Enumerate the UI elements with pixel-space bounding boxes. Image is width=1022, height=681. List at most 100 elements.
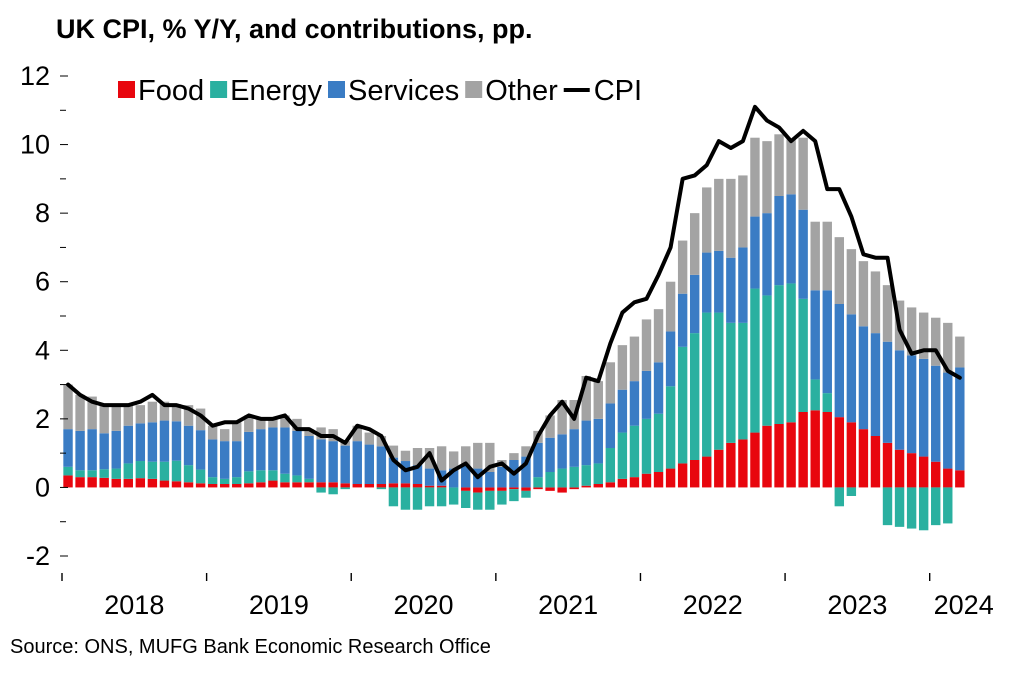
bar-other-2018-06 — [123, 405, 133, 426]
bar-energy-2018-01 — [63, 466, 73, 476]
bar-other-2023-02 — [798, 137, 808, 210]
bar-energy-2021-12 — [629, 425, 640, 478]
bar-food-2021-09 — [593, 484, 603, 488]
bar-other-2018-03 — [87, 396, 97, 430]
bar-food-2021-05 — [545, 487, 555, 491]
bar-other-2018-01 — [63, 384, 73, 430]
bar-energy-2019-01 — [207, 477, 218, 484]
bar-services-2019-06 — [268, 427, 278, 471]
bar-food-2022-03 — [665, 468, 676, 488]
bar-other-2022-09 — [738, 175, 748, 248]
bar-food-2022-11 — [762, 425, 772, 488]
bar-energy-2022-08 — [726, 322, 736, 443]
bar-energy-2020-11 — [473, 492, 483, 510]
bar-services-2022-05 — [689, 274, 700, 334]
bar-food-2020-02 — [364, 484, 375, 488]
bar-services-2021-11 — [617, 389, 628, 433]
bar-food-2024-03 — [955, 470, 965, 488]
bar-other-2024-01 — [931, 317, 941, 366]
bar-food-2018-05 — [111, 478, 121, 488]
bar-food-2018-11 — [183, 482, 194, 488]
bar-services-2019-01 — [207, 439, 218, 478]
bar-services-2021-09 — [593, 418, 603, 464]
bar-other-2022-05 — [689, 213, 700, 275]
bar-energy-2019-04 — [244, 471, 254, 484]
bar-services-2021-07 — [569, 429, 579, 467]
bar-services-2018-08 — [147, 422, 158, 462]
bar-services-2018-10 — [171, 421, 182, 461]
bar-other-2020-07 — [424, 448, 435, 469]
bar-energy-2022-11 — [762, 295, 772, 426]
bar-food-2019-11 — [328, 482, 338, 488]
y-tick-label: 10 — [20, 130, 50, 160]
bar-energy-2022-03 — [665, 386, 676, 469]
bar-energy-2021-09 — [593, 463, 603, 484]
bar-other-2019-07 — [280, 415, 290, 428]
bar-services-2023-08 — [870, 333, 881, 436]
bar-other-2022-06 — [702, 187, 712, 253]
bar-energy-2022-01 — [641, 418, 652, 474]
bar-food-2022-06 — [702, 456, 712, 488]
bar-food-2021-10 — [605, 482, 616, 488]
bar-services-2020-06 — [412, 465, 423, 484]
bar-other-2022-01 — [641, 319, 652, 371]
bar-services-2022-09 — [738, 247, 748, 323]
bar-other-2021-10 — [605, 362, 616, 404]
bar-services-2021-01 — [497, 466, 507, 488]
bar-services-2019-05 — [256, 429, 266, 471]
bar-food-2021-03 — [521, 487, 531, 491]
bar-services-2019-10 — [316, 439, 326, 483]
bar-other-2019-06 — [268, 418, 278, 428]
bar-energy-2022-07 — [714, 312, 724, 450]
bar-services-2021-06 — [557, 434, 567, 469]
bar-food-2021-04 — [533, 487, 543, 490]
bar-other-2019-04 — [244, 415, 254, 432]
y-tick-label: -2 — [26, 541, 50, 571]
bar-other-2020-11 — [473, 442, 483, 469]
bar-services-2020-02 — [364, 444, 375, 484]
bar-services-2023-02 — [798, 209, 808, 299]
bar-energy-2019-08 — [292, 475, 302, 483]
bar-food-2019-04 — [244, 483, 254, 488]
bar-energy-2021-08 — [581, 465, 591, 486]
bar-food-2021-06 — [557, 487, 567, 493]
bar-services-2018-09 — [159, 420, 170, 462]
bar-other-2022-12 — [774, 134, 784, 196]
bar-food-2019-08 — [292, 482, 302, 488]
bar-food-2020-01 — [352, 484, 362, 488]
bar-energy-2019-11 — [328, 487, 338, 495]
bar-food-2023-06 — [846, 422, 857, 488]
bar-other-2020-01 — [352, 425, 362, 442]
bar-food-2020-05 — [400, 483, 411, 488]
legend-label-services: Services — [348, 75, 459, 107]
bar-food-2021-07 — [569, 487, 579, 490]
bar-other-2021-02 — [509, 453, 519, 460]
bar-energy-2022-12 — [774, 285, 784, 424]
bar-food-2019-02 — [219, 484, 230, 488]
bar-other-2019-09 — [304, 429, 314, 436]
bar-energy-2021-11 — [617, 432, 628, 479]
source-note: Source: ONS, MUFG Bank Economic Research… — [10, 636, 491, 658]
x-tick-label: 2023 — [827, 590, 887, 620]
bar-energy-2019-06 — [268, 470, 278, 481]
bars-layer — [63, 134, 965, 531]
x-tick-label: 2020 — [393, 590, 453, 620]
bar-services-2020-03 — [376, 446, 387, 484]
bar-other-2023-11 — [906, 307, 917, 356]
bar-energy-2023-03 — [810, 379, 820, 411]
bar-energy-2021-05 — [545, 472, 555, 488]
y-tick-label: 2 — [35, 404, 50, 434]
bar-energy-2023-02 — [798, 298, 808, 412]
bar-services-2018-01 — [63, 429, 73, 467]
bar-energy-2023-09 — [882, 487, 893, 526]
bar-services-2018-02 — [75, 430, 85, 471]
bar-food-2023-07 — [858, 429, 869, 488]
bar-food-2022-12 — [774, 424, 784, 488]
bar-other-2018-09 — [159, 401, 170, 421]
bar-other-2018-02 — [75, 394, 85, 431]
bar-services-2020-07 — [424, 468, 435, 486]
y-tick-label: 0 — [35, 472, 50, 502]
bar-services-2018-12 — [195, 430, 206, 470]
bar-energy-2023-05 — [834, 487, 845, 507]
bar-services-2022-06 — [702, 252, 712, 313]
